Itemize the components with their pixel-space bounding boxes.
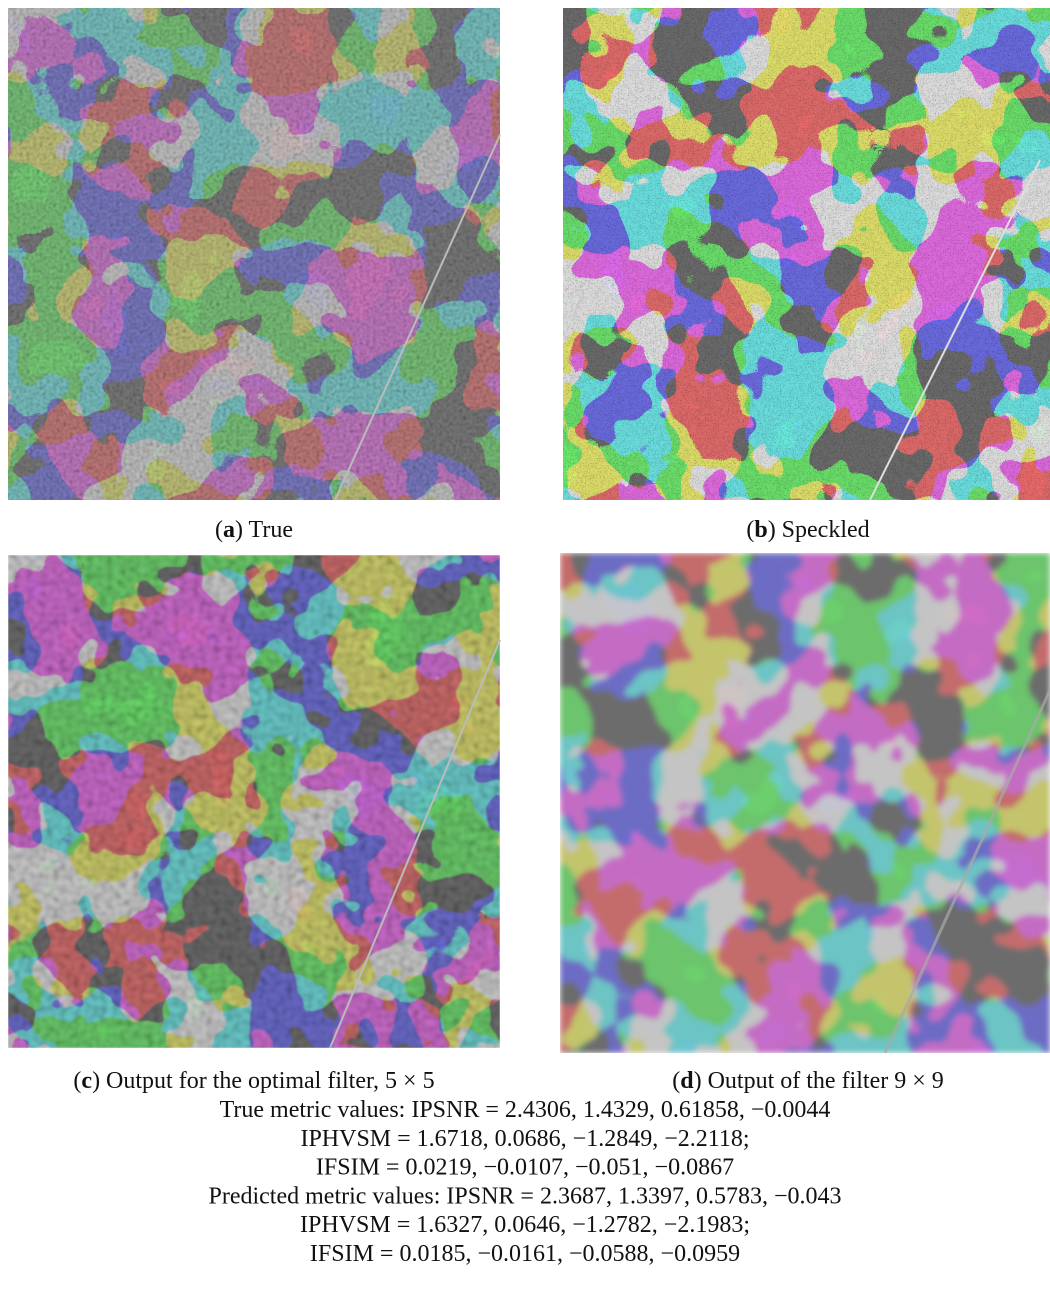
- metrics: True metric values: IPSNR = 2.4306, 1.43…: [208, 1097, 841, 1267]
- page: (a) True (b) Speckled (c) Output for the…: [0, 0, 1050, 1300]
- panel-caption: (d) Output of the filter 9 × 9: [672, 1068, 944, 1094]
- metric-line: IPHVSM = 1.6327, 0.0646, −1.2782, −2.198…: [300, 1212, 750, 1238]
- caption-part: (: [672, 1068, 680, 1094]
- panel-d-image: [560, 553, 1050, 1053]
- metric-line: True metric values: IPSNR = 2.4306, 1.43…: [220, 1097, 831, 1123]
- caption-part: ) Speckled: [768, 517, 870, 543]
- metric-line: Predicted metric values: IPSNR = 2.3687,…: [208, 1183, 841, 1209]
- caption-letter: d: [680, 1068, 694, 1094]
- caption-part: (: [73, 1068, 81, 1094]
- panel-c-image: [8, 555, 500, 1048]
- metric-line: IFSIM = 0.0219, −0.0107, −0.051, −0.0867: [316, 1155, 734, 1181]
- caption-part: ) True: [235, 517, 293, 543]
- caption-part: ) Output of the filter 9 × 9: [694, 1068, 944, 1094]
- caption-letter: c: [81, 1068, 92, 1094]
- caption-part: (: [746, 517, 754, 543]
- panel-caption: (b) Speckled: [746, 517, 869, 543]
- figure: (a) True (b) Speckled (c) Output for the…: [0, 0, 1050, 1300]
- panel-caption: (c) Output for the optimal filter, 5 × 5: [73, 1068, 434, 1094]
- caption-letter: a: [223, 517, 235, 543]
- metric-line: IFSIM = 0.0185, −0.0161, −0.0588, −0.095…: [310, 1241, 740, 1267]
- panel-b-image: [563, 8, 1050, 500]
- panel-a-image: [8, 8, 500, 500]
- caption-part: ) Output for the optimal filter, 5 × 5: [92, 1068, 435, 1094]
- caption-part: (: [215, 517, 223, 543]
- caption-letter: b: [754, 517, 767, 543]
- panel-caption: (a) True: [215, 517, 293, 543]
- metric-line: IPHVSM = 1.6718, 0.0686, −1.2849, −2.211…: [300, 1126, 749, 1152]
